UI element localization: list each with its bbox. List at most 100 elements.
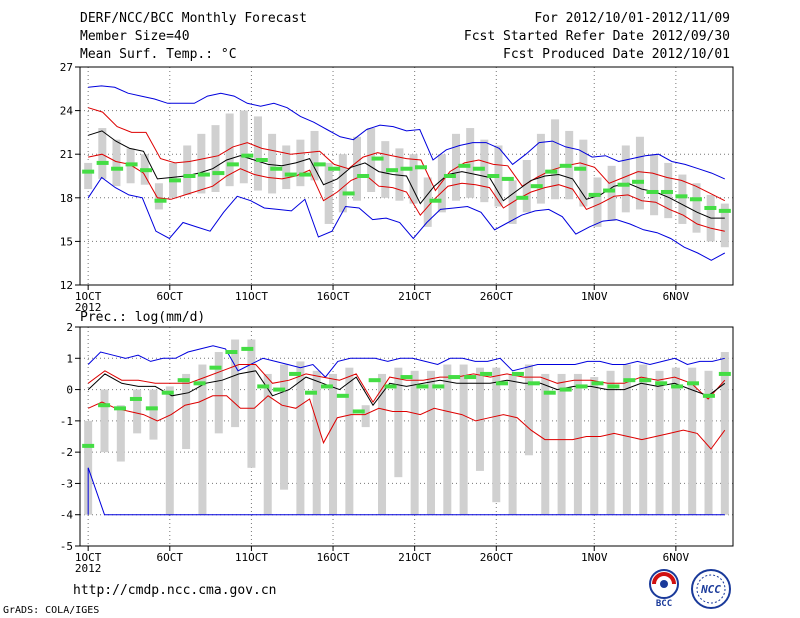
observed-marker <box>284 172 297 177</box>
forecast-produced-label: Fcst Produced Date 2012/10/01 <box>503 47 730 62</box>
spread-box <box>704 370 713 515</box>
precipitation-variable-label: Prec.: log(mm/d) <box>80 310 205 325</box>
observed-marker <box>543 390 556 395</box>
spread-box <box>395 148 404 201</box>
observed-marker <box>632 179 645 184</box>
observed-marker <box>400 166 413 171</box>
spread-box <box>214 352 223 434</box>
observed-marker <box>545 169 558 174</box>
x-tick-label: 11OCT <box>235 290 268 303</box>
spread-box <box>524 364 533 456</box>
forecast-period-label: For 2012/10/01-2012/11/09 <box>534 11 730 26</box>
spread-box <box>312 370 321 515</box>
observed-marker <box>129 396 142 401</box>
spread-box <box>720 352 729 515</box>
y-tick-label: 1 <box>66 352 73 365</box>
y-tick-label: -4 <box>60 509 74 522</box>
spread-box <box>692 183 701 233</box>
observed-marker <box>559 387 572 392</box>
x-tick-label: 21OCT <box>398 290 431 303</box>
y-tick-label: -3 <box>60 477 73 490</box>
y-tick-label: 0 <box>66 384 73 397</box>
spread-box <box>268 133 277 194</box>
spread-box <box>606 370 615 515</box>
spread-box <box>655 370 664 515</box>
ncc-logo: NCC <box>691 569 731 609</box>
observed-marker <box>646 189 659 194</box>
observed-marker <box>270 166 283 171</box>
observed-marker <box>718 208 731 213</box>
spread-box <box>678 174 687 224</box>
ncc-logo-text: NCC <box>700 583 721 596</box>
spread-box <box>225 113 234 187</box>
spread-box <box>622 364 631 515</box>
x-tick-label: 16OCT <box>316 551 349 564</box>
plot-frame <box>79 66 734 286</box>
spread-box <box>84 162 93 190</box>
observed-marker <box>416 384 429 389</box>
spread-box <box>579 139 588 207</box>
observed-marker <box>588 192 601 197</box>
series-line-ensemble_mean <box>87 370 726 407</box>
spread-box <box>154 183 163 210</box>
spread-box <box>345 367 354 515</box>
observed-marker <box>414 165 427 170</box>
observed-marker <box>464 375 477 380</box>
observed-marker <box>432 384 445 389</box>
plot-frame <box>79 326 734 547</box>
observed-marker <box>575 384 588 389</box>
y-tick-label: -2 <box>60 446 73 459</box>
spread-box <box>116 405 125 462</box>
observed-marker <box>574 166 587 171</box>
series-line-min <box>87 176 726 261</box>
spread-box <box>361 405 370 428</box>
observed-marker <box>342 191 355 196</box>
spread-box <box>98 128 107 179</box>
spread-box <box>410 370 419 515</box>
spread-box <box>423 177 432 227</box>
spread-box <box>557 373 566 515</box>
spread-box <box>492 367 501 503</box>
observed-marker <box>82 169 95 174</box>
series-line-max <box>88 85 726 180</box>
observed-marker <box>704 205 717 210</box>
observed-marker <box>257 384 270 389</box>
observed-marker <box>313 162 326 167</box>
observed-marker <box>113 406 126 411</box>
series-line-ens_lower <box>87 395 726 450</box>
observed-marker <box>96 160 109 165</box>
observed-marker <box>226 162 239 167</box>
temperature-chart: 12 15 18 21 24 27 1OCT 6OCT 11OCT 16OCT 21OCT 26OCT… <box>60 61 734 314</box>
x-tick-label: 6NOV <box>663 290 690 303</box>
observed-marker <box>197 172 210 177</box>
spread-box <box>551 119 560 200</box>
x-tick-label: 6OCT <box>157 551 184 564</box>
spread-box <box>522 160 531 213</box>
observed-marker <box>289 371 302 376</box>
observed-marker <box>655 381 668 386</box>
observed-marker <box>98 403 111 408</box>
observed-marker <box>209 365 222 370</box>
observed-marker <box>177 378 190 383</box>
observed-marker <box>480 371 493 376</box>
observed-marker <box>660 189 673 194</box>
observed-marker <box>161 390 174 395</box>
observed-marker <box>623 378 636 383</box>
x-tick-label: 1OCT <box>75 551 102 564</box>
spread-box <box>239 110 248 184</box>
observed-marker <box>183 174 196 178</box>
spread-box <box>573 373 582 515</box>
observed-marker <box>304 390 317 395</box>
spread-box <box>247 339 256 468</box>
x-tick-label: 1OCT <box>75 290 102 303</box>
y-tick-label: -1 <box>60 415 73 428</box>
spread-box <box>590 377 599 515</box>
spread-box <box>324 162 333 224</box>
observed-marker <box>559 163 572 168</box>
observed-marker <box>530 184 543 189</box>
y-tick-label: 24 <box>60 105 74 118</box>
spread-box <box>607 165 616 222</box>
spread-box <box>211 125 220 192</box>
